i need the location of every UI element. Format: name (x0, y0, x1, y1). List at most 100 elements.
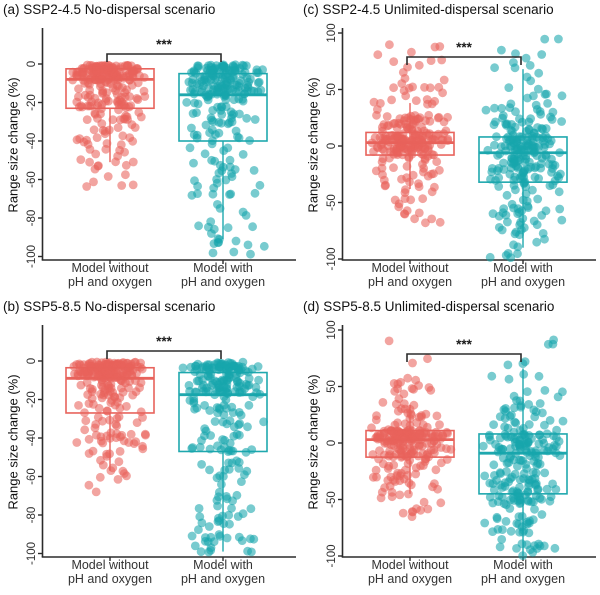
data-point (409, 449, 419, 459)
data-point (489, 485, 499, 495)
data-point (248, 392, 258, 402)
data-point (532, 237, 542, 247)
data-point (233, 377, 243, 386)
data-point (94, 403, 104, 413)
jitter-points-model-with-ph-oxygen (481, 34, 567, 262)
data-point (114, 412, 124, 422)
data-point (435, 217, 445, 227)
data-point (537, 211, 547, 220)
data-point (384, 336, 394, 346)
data-point (555, 204, 565, 214)
data-point (522, 196, 532, 206)
data-point (371, 465, 381, 475)
data-point (401, 91, 411, 101)
data-point (410, 214, 419, 224)
significance-stars: *** (156, 37, 173, 52)
data-point (237, 477, 246, 486)
data-point (516, 145, 526, 155)
data-point (194, 504, 204, 513)
data-point (387, 492, 397, 502)
data-point (129, 439, 139, 448)
data-point (119, 73, 128, 83)
data-point (102, 139, 112, 148)
data-point (525, 516, 534, 526)
data-point (551, 485, 561, 494)
data-point (377, 157, 387, 167)
panel-c-plot: 100 50 0 -50 -100 Range size change (%) Model … (306, 23, 596, 289)
data-point (535, 430, 544, 440)
data-point (182, 98, 192, 107)
data-point (191, 68, 201, 78)
data-point (209, 224, 219, 234)
data-point (443, 136, 452, 146)
data-point (504, 374, 514, 384)
data-point (509, 391, 519, 401)
data-point (200, 74, 210, 83)
data-point (212, 89, 222, 99)
significance-stars: *** (156, 334, 173, 349)
data-point (98, 89, 107, 98)
data-point (116, 376, 126, 385)
data-point (402, 452, 411, 462)
x-category-label-line1: Model with (193, 558, 253, 572)
data-point (380, 146, 389, 156)
x-category-label-line1: Model with (493, 558, 553, 572)
data-point (513, 491, 522, 500)
y-tick-label: 50 (326, 380, 338, 393)
data-point (404, 478, 414, 488)
data-point (75, 360, 85, 370)
data-point (201, 533, 210, 542)
data-point (540, 89, 550, 99)
data-point (210, 417, 220, 426)
data-point (102, 406, 112, 416)
data-point (88, 446, 98, 456)
data-point (426, 385, 436, 395)
data-point (259, 417, 268, 427)
data-point (206, 431, 216, 440)
x-category-label-line2: pH and oxygen (481, 572, 565, 586)
data-point (410, 131, 420, 141)
data-point (504, 458, 513, 467)
data-point (546, 492, 556, 502)
data-point (229, 422, 239, 432)
data-point (389, 57, 399, 66)
data-point (520, 157, 530, 167)
data-point (408, 433, 417, 443)
y-axis-title: Range size change (%) (306, 374, 321, 509)
data-point (205, 465, 214, 475)
data-point (223, 388, 233, 398)
data-point (534, 439, 544, 448)
data-point (436, 498, 446, 508)
data-point (404, 153, 414, 163)
data-point (190, 98, 200, 108)
data-point (216, 79, 225, 89)
y-tick-label: 0 (326, 440, 338, 446)
data-point (435, 420, 444, 429)
data-point (552, 425, 561, 435)
data-point (242, 113, 252, 123)
jitter-points-model-with-ph-oxygen (178, 357, 268, 557)
data-point (259, 241, 269, 251)
data-point (515, 220, 525, 230)
data-point (105, 415, 114, 425)
data-point (227, 110, 237, 120)
data-point (431, 465, 441, 475)
data-point (557, 117, 566, 126)
data-point (418, 194, 428, 204)
data-point (217, 480, 226, 489)
significance-bracket (106, 350, 222, 359)
data-point (389, 163, 398, 173)
data-point (423, 504, 433, 514)
data-point (243, 82, 253, 92)
data-point (554, 34, 563, 44)
data-point (122, 369, 132, 378)
data-point (367, 423, 376, 433)
data-point (188, 109, 198, 118)
data-point (89, 125, 99, 135)
data-point (487, 164, 497, 173)
data-point (214, 492, 223, 502)
panel-d-title: (d) SSP5-8.5 Unlimited-dispersal scenari… (303, 299, 555, 314)
y-tick-label: -100 (326, 247, 338, 270)
data-point (487, 371, 497, 381)
data-point (501, 517, 511, 526)
